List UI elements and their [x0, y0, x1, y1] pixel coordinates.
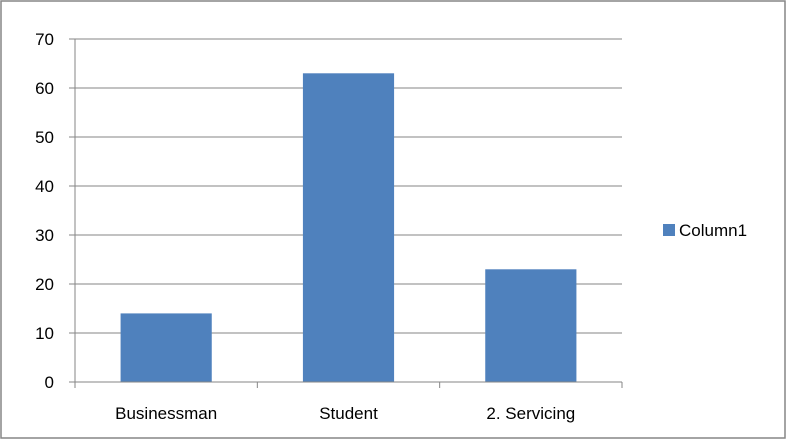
legend: Column1: [663, 221, 747, 240]
bars: [120, 73, 577, 383]
legend-label-column1: Column1: [679, 221, 747, 240]
axes: [69, 38, 623, 388]
y-tick-label-0: 0: [45, 373, 54, 392]
x-tick-labels: Businessman Student 2. Servicing: [115, 404, 575, 423]
y-tick-label-30: 30: [35, 226, 54, 245]
y-tick-labels: 0 10 20 30 40 50 60 70: [35, 30, 54, 392]
bar-student: [302, 73, 395, 383]
bar-2-servicing: [485, 269, 577, 382]
y-tick-label-20: 20: [35, 275, 54, 294]
bar-businessman: [120, 313, 212, 382]
legend-swatch-column1: [663, 224, 675, 236]
x-tick-label-2: 2. Servicing: [486, 404, 575, 423]
y-tick-label-70: 70: [35, 30, 54, 49]
y-tick-label-50: 50: [35, 128, 54, 147]
y-tick-label-40: 40: [35, 177, 54, 196]
y-tick-label-60: 60: [35, 79, 54, 98]
y-tick-label-10: 10: [35, 324, 54, 343]
x-tick-label-0: Businessman: [115, 404, 217, 423]
x-tick-label-1: Student: [319, 404, 378, 423]
